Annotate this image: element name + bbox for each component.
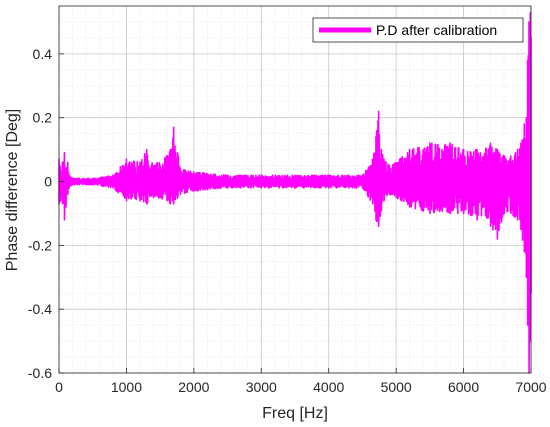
- legend-label: P.D after calibration: [376, 22, 497, 38]
- y-tick-label: 0.4: [33, 46, 53, 62]
- x-tick-label: 0: [55, 379, 63, 395]
- x-axis-label: Freq [Hz]: [262, 405, 328, 422]
- x-tick-label: 3000: [246, 379, 277, 395]
- y-axis-label: Phase difference [Deg]: [4, 109, 21, 271]
- x-tick-label: 2000: [178, 379, 209, 395]
- series-line: [58, 11, 532, 374]
- y-tick-labels: -0.6 -0.4 -0.2 0 0.2 0.4: [28, 46, 52, 381]
- series-layer: [58, 11, 532, 374]
- y-tick-label: -0.6: [28, 365, 52, 381]
- y-tick-label: 0.2: [33, 110, 53, 126]
- ticks-layer: [58, 53, 532, 374]
- x-tick-label: 5000: [381, 379, 412, 395]
- y-tick-label: -0.4: [28, 301, 52, 317]
- x-tick-label: 6000: [448, 379, 479, 395]
- y-tick-label: -0.2: [28, 237, 52, 253]
- plot-frame: [58, 5, 532, 374]
- y-tick-label: 0: [44, 174, 52, 190]
- x-tick-label: 1000: [111, 379, 142, 395]
- x-tick-label: 7000: [515, 379, 546, 395]
- legend: P.D after calibration: [312, 17, 524, 43]
- x-tick-label: 4000: [313, 379, 344, 395]
- x-tick-labels: 0 1000 2000 3000 4000 5000 6000 7000: [55, 379, 547, 395]
